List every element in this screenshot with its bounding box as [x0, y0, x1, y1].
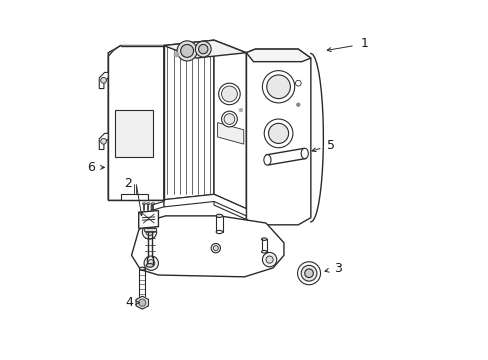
- Circle shape: [304, 269, 313, 278]
- Polygon shape: [217, 123, 244, 144]
- Polygon shape: [163, 40, 214, 200]
- Ellipse shape: [139, 267, 145, 270]
- Circle shape: [221, 86, 237, 102]
- Circle shape: [195, 41, 211, 57]
- Polygon shape: [108, 45, 163, 200]
- Ellipse shape: [216, 214, 222, 217]
- Circle shape: [145, 228, 153, 235]
- Polygon shape: [151, 202, 163, 211]
- Circle shape: [177, 41, 197, 61]
- Circle shape: [213, 246, 218, 251]
- Polygon shape: [136, 296, 148, 309]
- Polygon shape: [163, 194, 246, 216]
- Circle shape: [262, 252, 276, 267]
- Circle shape: [147, 260, 155, 267]
- Polygon shape: [246, 49, 310, 225]
- Circle shape: [101, 138, 106, 144]
- Circle shape: [266, 75, 290, 99]
- Ellipse shape: [142, 203, 145, 204]
- Text: 4: 4: [125, 296, 133, 309]
- Circle shape: [239, 108, 242, 112]
- Circle shape: [101, 77, 106, 83]
- Circle shape: [301, 265, 316, 281]
- Polygon shape: [121, 194, 147, 200]
- Ellipse shape: [261, 251, 266, 253]
- Polygon shape: [131, 216, 284, 277]
- Circle shape: [198, 44, 207, 54]
- Ellipse shape: [146, 264, 153, 267]
- Circle shape: [265, 256, 273, 263]
- Polygon shape: [163, 40, 246, 58]
- Ellipse shape: [264, 155, 270, 165]
- Text: 3: 3: [334, 262, 342, 275]
- Ellipse shape: [301, 148, 308, 159]
- Circle shape: [180, 44, 193, 57]
- Text: 2: 2: [124, 177, 132, 190]
- Circle shape: [221, 111, 237, 127]
- Ellipse shape: [301, 274, 316, 279]
- Circle shape: [295, 80, 301, 86]
- Text: 5: 5: [326, 139, 335, 152]
- Polygon shape: [214, 40, 246, 209]
- Circle shape: [297, 262, 320, 285]
- Ellipse shape: [146, 203, 150, 204]
- Polygon shape: [214, 194, 246, 220]
- Polygon shape: [99, 134, 108, 149]
- Ellipse shape: [216, 230, 222, 234]
- Polygon shape: [265, 148, 305, 165]
- Circle shape: [268, 123, 288, 143]
- Circle shape: [139, 299, 145, 306]
- Circle shape: [144, 256, 158, 270]
- Circle shape: [296, 103, 300, 107]
- Circle shape: [264, 119, 292, 148]
- Polygon shape: [246, 49, 310, 62]
- Polygon shape: [139, 211, 158, 228]
- Circle shape: [142, 225, 156, 239]
- Polygon shape: [108, 45, 163, 200]
- Circle shape: [174, 52, 179, 57]
- Circle shape: [218, 83, 240, 105]
- Text: 1: 1: [360, 37, 368, 50]
- Circle shape: [211, 243, 220, 253]
- Polygon shape: [115, 110, 153, 157]
- Polygon shape: [144, 228, 155, 231]
- Circle shape: [262, 71, 294, 103]
- Ellipse shape: [151, 203, 155, 204]
- Ellipse shape: [261, 238, 266, 240]
- Circle shape: [224, 114, 234, 125]
- Polygon shape: [99, 72, 108, 89]
- Text: 6: 6: [87, 161, 95, 174]
